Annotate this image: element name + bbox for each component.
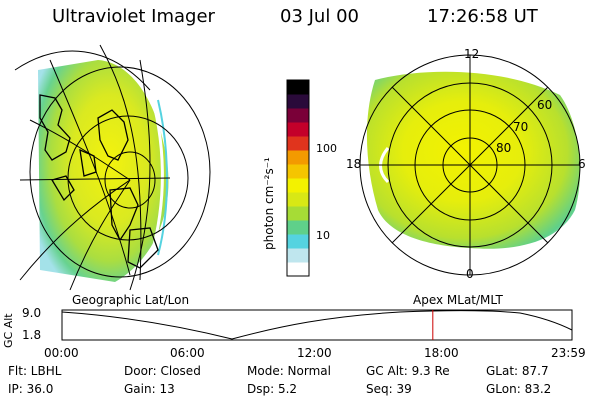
colorbar-stripe	[287, 234, 309, 249]
geo-grid-lines	[14, 44, 211, 291]
colorbar-stripe	[287, 122, 309, 137]
timeline-tick-low: 1.8	[22, 328, 42, 342]
dsp-readout: Dsp: 5.2	[247, 382, 298, 396]
colorbar-stripe	[287, 164, 309, 179]
timeline-axis-label: GC Alt	[2, 313, 15, 348]
mlat-label-60: 60	[537, 98, 553, 112]
mlt-label-0: 0	[466, 267, 474, 281]
colorbar-tick-100: 100	[316, 142, 337, 155]
colorbar-stripe	[287, 80, 309, 95]
colorbar-stripe	[287, 192, 309, 207]
auroral-emission-geo	[38, 60, 169, 282]
colorbar-stripe	[287, 220, 309, 235]
geographic-panel-label: Geographic Lat/Lon	[72, 293, 190, 307]
colorbar-stripe	[287, 150, 309, 165]
mode-readout: Mode: Normal	[247, 364, 331, 378]
page-title: Ultraviolet Imager	[52, 6, 215, 27]
timeline-plot	[61, 309, 573, 341]
observation-time: 17:26:58 UT	[427, 6, 538, 27]
ip-readout: IP: 36.0	[8, 382, 54, 396]
observation-date: 03 Jul 00	[280, 6, 359, 27]
time-label: 12:00	[297, 346, 332, 360]
colorbar-stripe	[287, 108, 309, 123]
filter-readout: Flt: LBHL	[8, 364, 62, 378]
glat-readout: GLat: 87.7	[486, 364, 549, 378]
geographic-image	[14, 44, 211, 291]
time-label: 00:00	[44, 346, 79, 360]
colorbar-stripe	[287, 248, 309, 263]
colorbar-tick-10: 10	[316, 229, 330, 242]
mlt-label-6: 6	[578, 157, 586, 171]
geo-coastlines	[39, 94, 159, 269]
sequence-readout: Seq: 39	[366, 382, 412, 396]
colorbar-stripe	[287, 94, 309, 109]
mlat-label-70: 70	[513, 120, 529, 134]
gc-alt-curve	[61, 310, 573, 340]
colorbar	[286, 79, 310, 277]
gain-readout: Gain: 13	[124, 382, 175, 396]
colorbar-stripe	[287, 262, 309, 277]
colorbar-unit-label: photon cm⁻²s⁻¹	[262, 157, 276, 250]
mlat-label-80: 80	[496, 141, 512, 155]
apex-panel-label: Apex MLat/MLT	[413, 293, 503, 307]
colorbar-stripe	[287, 206, 309, 221]
polar-image	[359, 54, 581, 276]
colorbar-stripe	[287, 178, 309, 193]
glon-readout: GLon: 83.2	[486, 382, 552, 396]
timeline-tick-high: 9.0	[22, 306, 42, 320]
time-label: 18:00	[424, 346, 459, 360]
auroral-emission-polar	[366, 71, 581, 249]
mlt-label-18: 18	[346, 157, 362, 171]
door-readout: Door: Closed	[124, 364, 201, 378]
time-label: 06:00	[170, 346, 205, 360]
mlt-label-12: 12	[464, 47, 480, 61]
time-label: 23:59	[551, 346, 586, 360]
colorbar-stripe	[287, 136, 309, 151]
gc-alt-readout: GC Alt: 9.3 Re	[366, 364, 450, 378]
